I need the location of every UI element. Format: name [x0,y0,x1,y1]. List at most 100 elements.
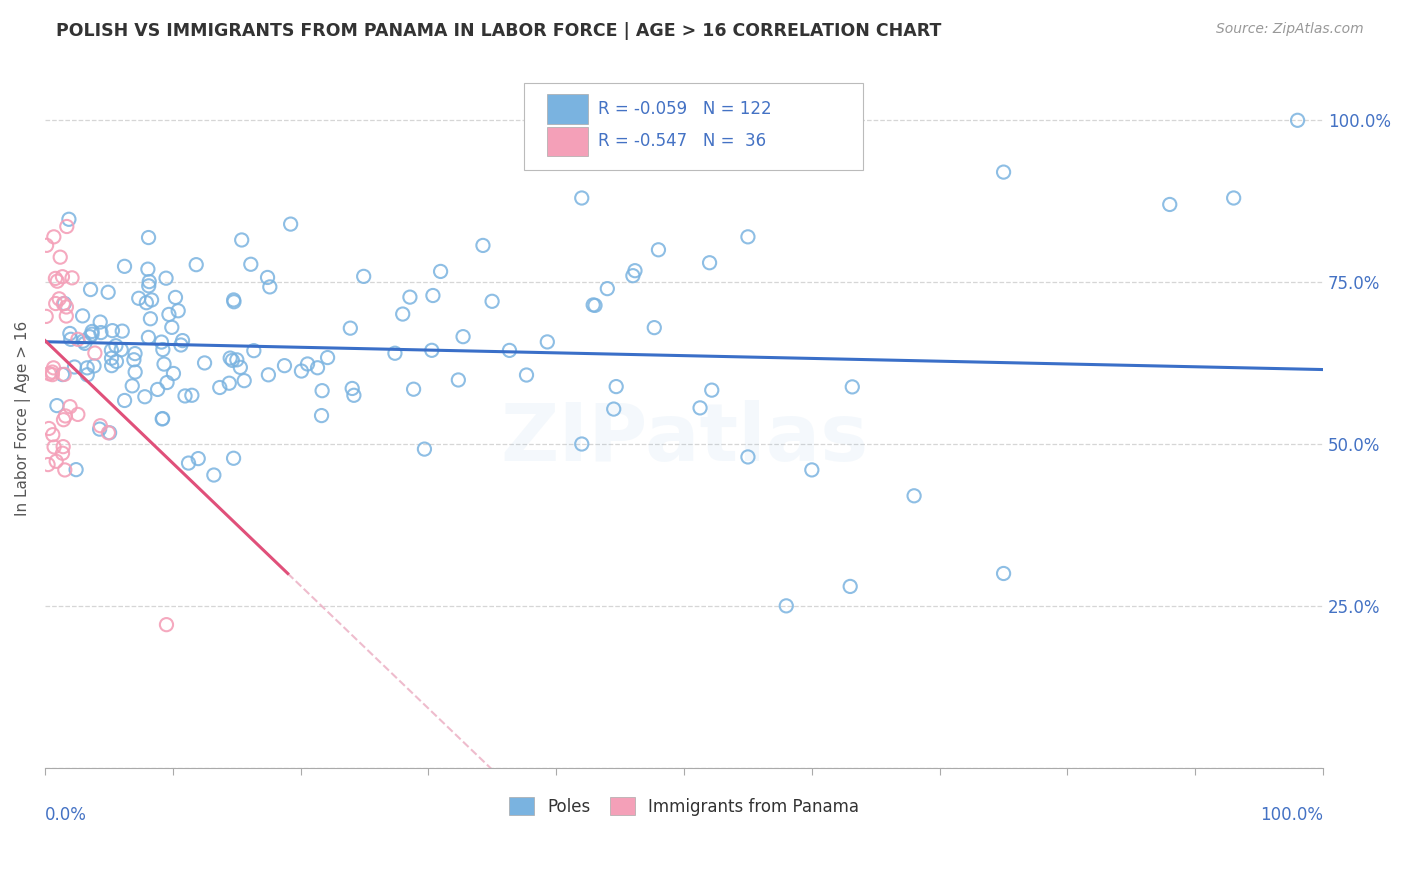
Point [165,290,187,304]
Point [124,346,146,360]
Point [100,343,122,358]
Point [1159,197,1181,211]
Point [447,373,470,387]
Point [402,382,425,396]
Text: Source: ZipAtlas.com: Source: ZipAtlas.com [1216,22,1364,37]
Point [647,243,669,257]
Point [46,274,69,288]
Point [60,270,83,285]
Text: R = -0.547   N =  36: R = -0.547 N = 36 [599,132,766,150]
FancyBboxPatch shape [524,82,863,169]
Point [66,332,89,346]
Point [124,365,146,379]
Point [993,566,1015,581]
Point [146,383,169,397]
Point [128,291,150,305]
Point [114,260,136,274]
Text: R = -0.059   N = 122: R = -0.059 N = 122 [599,100,772,118]
Point [571,437,593,451]
Point [737,450,759,464]
Point [76,360,98,375]
Point [38,421,60,435]
Point [79,283,101,297]
Point [571,191,593,205]
Point [602,402,624,417]
Point [152,343,174,357]
Point [38,367,60,381]
Point [339,321,361,335]
Point [134,390,156,404]
Point [41,365,63,379]
Point [83,359,105,373]
Point [42,440,65,454]
Point [167,303,190,318]
Point [259,280,281,294]
Point [73,336,96,351]
Point [222,294,245,309]
Point [101,324,124,338]
Point [153,357,176,371]
Point [841,380,863,394]
Point [316,351,339,365]
Point [72,334,94,348]
Point [155,271,177,285]
Point [138,230,160,244]
Point [180,388,202,402]
Point [150,334,173,349]
Point [89,422,111,436]
Point [689,401,711,415]
Point [51,269,73,284]
Point [136,262,159,277]
Point [59,326,82,341]
Point [596,282,619,296]
Point [1286,113,1309,128]
Legend: Poles, Immigrants from Panama: Poles, Immigrants from Panama [502,791,866,822]
Text: ZIPatlas: ZIPatlas [501,401,868,478]
Point [221,353,243,368]
Point [150,412,173,426]
Point [65,462,87,476]
Point [35,310,58,324]
Point [160,320,183,334]
Point [451,329,474,343]
Point [340,381,363,395]
Point [233,374,256,388]
Point [138,278,160,293]
Point [42,230,65,244]
Point [172,334,194,348]
Point [582,298,605,312]
Point [122,352,145,367]
FancyBboxPatch shape [547,127,588,156]
Point [139,311,162,326]
Point [51,368,73,382]
Point [231,233,253,247]
Point [52,297,75,311]
Point [53,463,76,477]
Point [515,368,537,382]
Point [76,368,98,382]
Point [737,230,759,244]
Point [256,270,278,285]
Point [152,411,174,425]
Point [219,351,242,365]
Point [413,442,436,456]
Point [45,296,67,310]
Point [280,217,302,231]
Point [121,379,143,393]
Point [44,271,66,285]
Point [98,425,121,440]
Point [97,285,120,300]
Point [80,327,103,342]
Point [100,359,122,373]
Point [429,264,451,278]
Point [66,408,89,422]
Point [157,307,180,321]
Point [1222,191,1244,205]
Point [63,359,86,374]
Point [243,343,266,358]
Point [59,400,82,414]
Point [222,293,245,307]
Point [55,409,77,423]
Point [605,379,627,393]
Point [186,258,208,272]
